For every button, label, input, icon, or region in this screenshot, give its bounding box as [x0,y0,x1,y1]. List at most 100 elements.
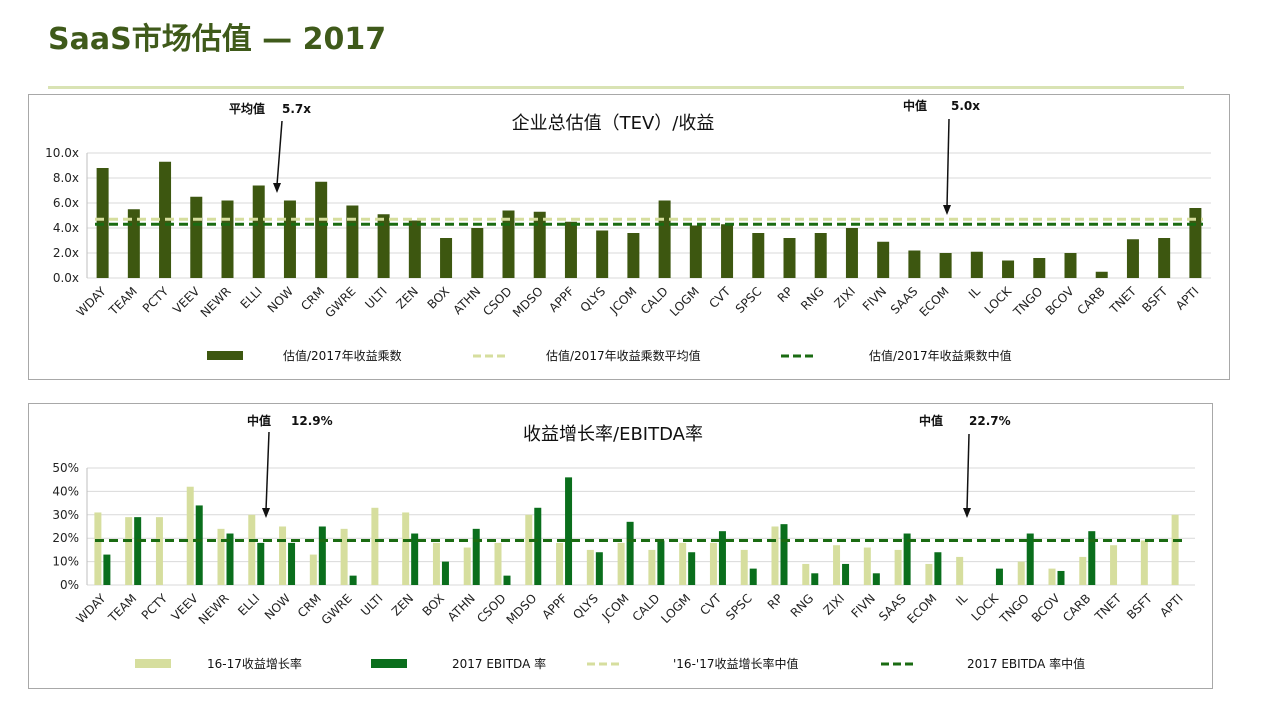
tev-revenue-chart-panel: 企业总估值（TEV）/收益 0.0x 2.0x 4.0x 6.0x 8.0x 10.0x WD… [28,94,1230,380]
bar-spsc [752,233,765,278]
growth-bar-rng [802,563,810,585]
x-tick-label: LOCK [982,283,1015,316]
bar-ecom [939,253,952,278]
x-tick-label: CALD [630,591,663,624]
bar-newr [221,200,234,278]
ebitda-bar-csod [503,575,511,585]
bar-gwre [346,205,359,278]
ebitda-bar-ecom [934,552,942,585]
x-tick-label: FIVN [849,591,878,620]
bar-logm [689,225,702,278]
bar-now [283,200,296,278]
x-tick-label: CARB [1060,591,1093,624]
bar-csod [502,210,515,278]
ebitda-bar-spsc [749,568,757,585]
growth-ebitda-chart-panel: 收益增长率/EBITDA率 0% 10% 20% 30% 40% 50% WDAY TEAM PC… [28,403,1213,689]
bar-bsft [1158,238,1171,278]
x-tick-label: CSOD [480,284,514,318]
annotation-arrow-head [963,508,971,518]
bar-bcov [1064,253,1077,278]
ebitda-bar-box [441,561,449,585]
x-tick-label: BOX [425,284,453,312]
x-tick-label: NOW [262,591,293,622]
growth-bar-cald [648,549,656,585]
x-tick-label: ELLI [238,284,265,311]
growth-bar-zen [402,512,410,585]
annotation-arrow-shaft [265,431,270,511]
x-tick-label: APPF [546,284,577,315]
x-tick-label: CALD [638,284,671,317]
growth-bar-zixi [833,545,841,585]
bar-lock [1002,260,1015,278]
growth-bar-ecom [925,563,933,585]
annotation-arrow-shaft [276,120,283,186]
title-divider [48,86,1184,89]
ebitda-bar-tngo [1026,533,1034,585]
growth-bar-carb [1079,556,1087,585]
x-tick-label: PCTY [140,284,172,316]
x-tick-label: JCOM [599,591,632,624]
ebitda-bar-zen [411,533,419,585]
x-tick-label: TNGO [996,591,1031,626]
x-tick-label: BSFT [1139,284,1170,315]
x-tick-label: TEAM [106,284,140,318]
x-tick-label: NEWR [198,284,234,320]
y-tick-label: 0.0x [53,271,79,285]
ebitda-bar-elli [257,542,265,585]
x-tick-label: FIVN [860,284,889,313]
legend-label: 2017 EBITDA 率 [452,656,546,671]
x-tick-label: WDAY [74,284,109,319]
ebitda-bar-logm [688,552,696,585]
legend-swatch [371,659,407,668]
x-tick-label: ATHN [445,591,478,624]
ebitda-bar-team [134,517,142,585]
y-tick-label: 6.0x [53,196,79,210]
growth-bar-ulti [371,507,379,585]
x-tick-label: CVT [706,284,733,311]
growth-bar-tngo [1017,561,1025,585]
annotation-arrow-head [273,183,281,193]
bar-box [440,238,453,278]
legend-label: '16-'17收益增长率中值 [673,656,798,671]
growth-bar-bcov [1048,568,1056,585]
x-tick-label: RP [765,591,786,612]
bar-qlys [596,230,609,278]
x-tick-label: ZEN [394,284,421,311]
x-tick-label: MDSO [510,284,546,320]
y-tick-label: 4.0x [53,221,79,235]
x-tick-label: CARB [1074,284,1107,317]
growth-bar-apti [1171,514,1179,585]
annotation-value: 5.0x [951,99,980,113]
bar-athn [471,228,484,278]
legend-label: 估值/2017年收益乘数平均值 [546,348,701,363]
ebitda-bar-saas [903,533,911,585]
ebitda-bar-fivn [872,573,880,585]
y-tick-label: 40% [52,484,79,498]
x-tick-label: BCOV [1029,591,1063,625]
x-tick-label: JCOM [606,284,639,317]
bar-rng [814,233,827,278]
ebitda-bar-wday [103,554,111,585]
bar-il [970,251,983,278]
page-title: SaaS市场估值 — 2017 [48,22,387,57]
bar-veev [190,196,203,278]
bar-fivn [877,241,890,278]
bar-zixi [845,228,858,278]
legend-label: 2017 EBITDA 率中值 [967,656,1085,671]
y-tick-label: 10.0x [45,146,79,160]
y-tick-label: 2.0x [53,246,79,260]
ebitda-bar-crm [318,526,326,585]
growth-bar-wday [94,512,102,585]
ebitda-bar-lock [995,568,1003,585]
growth-bar-gwre [340,528,348,585]
x-tick-label: BSFT [1124,591,1155,622]
growth-bar-jcom [617,542,625,585]
x-tick-label: ZIXI [821,591,848,618]
ebitda-bar-cvt [718,531,726,585]
chart-title: 收益增长率/EBITDA率 [523,424,703,445]
x-tick-label: APTI [1173,284,1202,313]
annotation-arrow-shaft [966,433,970,511]
annotation-label: 中值 [247,413,271,428]
annotation-value: 12.9% [291,414,333,428]
